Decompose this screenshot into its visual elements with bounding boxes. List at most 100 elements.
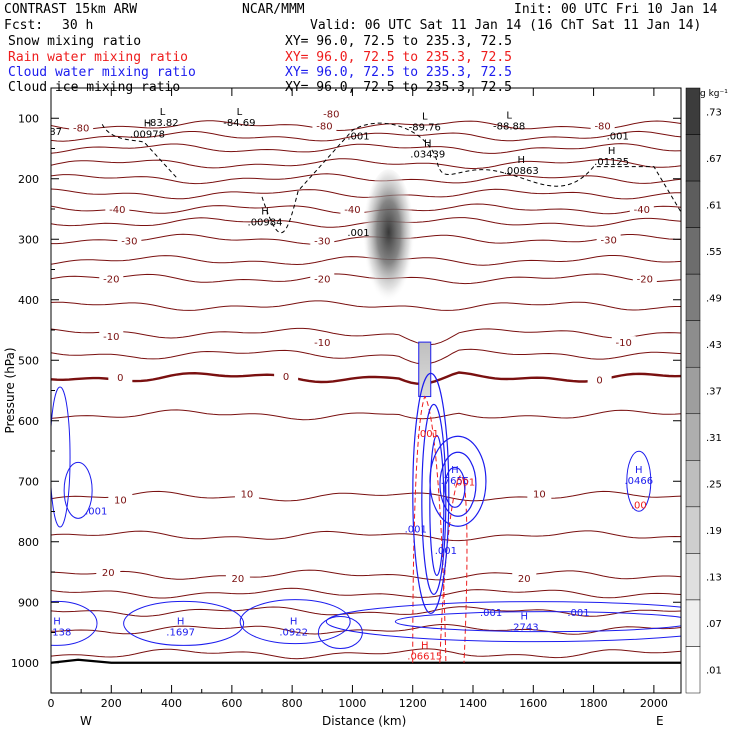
temperature-contour--70 — [51, 130, 681, 142]
temperature-label-5: -40 — [634, 205, 650, 216]
temperature-label-bg — [632, 272, 657, 285]
extremum-marker-21: H — [53, 616, 61, 627]
temperature-label-18: 0 — [596, 376, 602, 387]
extremum-marker-14: H — [451, 465, 459, 476]
extremum-value-12: .001 — [607, 131, 629, 142]
extremum-marker-18: H — [635, 465, 643, 476]
colorbar-swatch-1 — [685, 134, 701, 182]
temperature-contour-10 — [51, 490, 681, 502]
colorbar-swatch-0 — [685, 87, 701, 135]
extremum-value-24: .2743 — [510, 623, 539, 634]
temperature-label-24: 20 — [518, 574, 531, 585]
temperature-label-2: -80 — [594, 122, 610, 133]
temperature-contour-0 — [51, 371, 681, 385]
x-axis-title: Distance (km) — [322, 714, 407, 728]
extremum-value-15: .001 — [453, 477, 475, 488]
x-tick-label-9: 1800 — [580, 697, 608, 710]
extremum-value-7: .00863 — [504, 166, 539, 177]
extremum-marker-24: H — [520, 612, 528, 623]
temperature-contour-5 — [51, 409, 681, 421]
temperature-contour--50 — [51, 173, 681, 185]
extremum-value-23: .0922 — [279, 627, 308, 638]
x-tick-label-3: 600 — [221, 697, 242, 710]
extremum-value-21: .1138 — [43, 627, 72, 638]
cloud-water-low-5 — [394, 611, 681, 633]
temperature-label-bg — [274, 369, 299, 382]
y-tick-label-1: 200 — [18, 173, 39, 186]
colorbar-swatch-9 — [685, 506, 701, 554]
extremum-marker-4: L — [506, 111, 512, 122]
cloud-ice-column — [418, 341, 432, 398]
temperature-label-22: 20 — [102, 568, 115, 579]
colorbar-swatch-7 — [685, 413, 701, 461]
colorbar-label-11: .07 — [706, 619, 722, 630]
colorbar-swatch-3 — [685, 227, 701, 275]
temperature-label-12: -20 — [637, 275, 653, 286]
colorbar-label-0: .73 — [706, 107, 722, 118]
colorbar-swatch-10 — [685, 553, 701, 601]
extremum-marker-6: H — [424, 139, 432, 150]
extremum-value-26: .001 — [567, 608, 589, 619]
cloud-water-cell-1 — [51, 386, 71, 528]
temperature-label-bg — [629, 203, 654, 215]
extremum-value-8: .01125 — [594, 157, 629, 168]
temperature-label-bg — [96, 566, 121, 578]
x-tick-label-6: 1200 — [399, 697, 427, 710]
temperature-label-0: -80 — [73, 123, 89, 134]
temperature-label-bg — [310, 336, 335, 349]
colorbar-swatch-12 — [685, 646, 701, 694]
temperature-contour--80 — [51, 120, 681, 132]
temperature-label-7: -30 — [121, 236, 137, 247]
temperature-label-6: -40 — [109, 205, 125, 216]
temperature-label-bg — [117, 234, 142, 247]
colorbar-label-7: .31 — [706, 433, 722, 444]
y-tick-label-8: 900 — [18, 596, 39, 609]
y-tick-label-7: 800 — [18, 536, 39, 549]
colorbar-label-12: .01 — [706, 666, 722, 677]
extremum-value-11: .001 — [347, 228, 369, 239]
temperature-label-4: -40 — [344, 205, 360, 216]
fcst-value: 30 h — [62, 18, 94, 33]
extremum-value-6: .03439 — [410, 150, 445, 161]
legend-cloudwater-name: Cloud water mixing ratio — [8, 65, 196, 80]
extremum-value-9: .00984 — [248, 217, 283, 228]
temperature-label-13: -10 — [103, 332, 119, 343]
x-tick-label-7: 1400 — [459, 697, 487, 710]
temperature-label-bg — [310, 272, 335, 285]
extremum-value-10: .001 — [347, 131, 369, 142]
legend-rain-name: Rain water mixing ratio — [8, 50, 189, 65]
cloud-water-low-0 — [51, 600, 98, 646]
temperature-label-bg — [108, 493, 133, 506]
fcst-label: Fcst: — [4, 18, 44, 33]
cloud-water-core-3 — [429, 435, 487, 527]
cloud-ice-plume — [362, 169, 415, 310]
temperature-contour--5 — [51, 348, 681, 365]
temperature-label-11: -20 — [314, 275, 330, 286]
x-tick-label-2: 400 — [161, 697, 182, 710]
temperature-label-bg — [596, 233, 621, 246]
colorbar-swatch-6 — [685, 366, 701, 415]
extremum-value-27: .06615 — [407, 652, 442, 663]
y-tick-label-2: 300 — [18, 233, 39, 246]
x-tick-label-1: 200 — [101, 697, 122, 710]
temperature-contour-20 — [51, 569, 681, 581]
colorbar-label-8: .25 — [706, 480, 722, 491]
extremum-marker-2: L — [237, 107, 243, 118]
temperature-label-bg — [105, 203, 130, 215]
extremum-value-2: -84.69 — [223, 118, 255, 129]
temperature-contour--45 — [51, 188, 681, 200]
y-tick-label-0: 100 — [18, 112, 39, 125]
temperature-label-19: 10 — [114, 495, 127, 506]
extremum-value-16: .001 — [405, 525, 427, 536]
extremum-value-17: .001 — [435, 546, 457, 557]
temperature-label-bg — [99, 330, 124, 343]
colorbar: .73 .67 .61 .55 .49 .43 .37 .31 .25 .19 .13 .07 .01 — [685, 87, 722, 694]
extremum-value-18: .0466 — [624, 476, 653, 487]
x-tick-label-4: 800 — [282, 697, 303, 710]
cloud-water-cell-2 — [626, 450, 652, 512]
x-tick-label-0: 0 — [48, 697, 55, 710]
temperature-contour--15 — [51, 300, 681, 311]
legend-rain-xy: XY= 96.0, 72.5 to 235.3, 72.5 — [285, 50, 512, 65]
